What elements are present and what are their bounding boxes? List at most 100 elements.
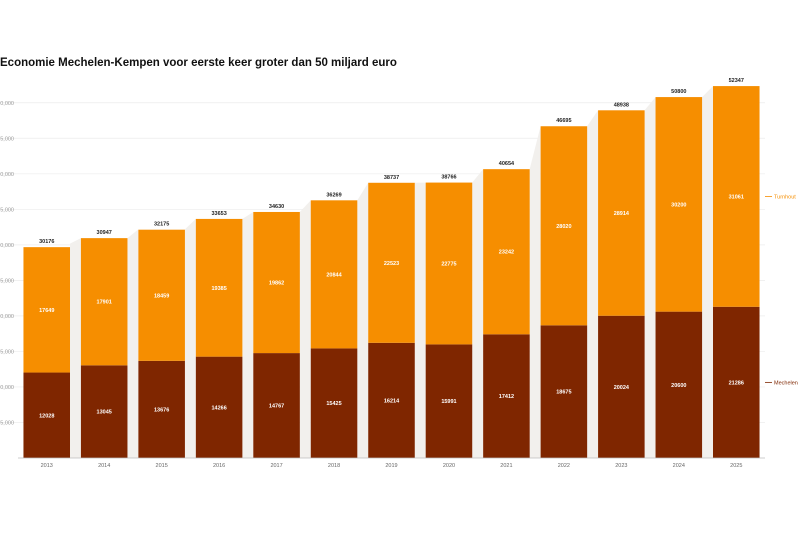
data-label-mechelen: 15991 (441, 399, 456, 405)
data-label-total: 52347 (729, 78, 744, 84)
x-tick-label: 2020 (443, 463, 455, 469)
data-label-mechelen: 16214 (384, 398, 400, 404)
bar-mechelen (655, 311, 703, 458)
bar-turnhout (540, 126, 588, 326)
chart-title: Economie Mechelen-Kempen voor eerste kee… (0, 57, 397, 69)
data-label-total: 33653 (211, 211, 226, 217)
connector-band (644, 97, 656, 458)
data-label-turnhout: 31061 (729, 194, 744, 200)
y-tick-label: 25,000 (0, 278, 14, 284)
y-tick-label: 30,000 (0, 243, 14, 249)
connector-band (587, 110, 599, 458)
data-label-mechelen: 14266 (211, 405, 226, 411)
data-label-turnhout: 19385 (211, 286, 226, 292)
x-axis-ticks: 2013 2014 2015 2016 2017 2018 2019 2020 2021 2022… (41, 463, 743, 469)
bars (23, 86, 760, 458)
data-label-mechelen: 21286 (729, 380, 744, 386)
connector-band (127, 229, 139, 458)
y-tick-label: 50,000 (0, 101, 14, 107)
legend: Mechelen Turnhout (765, 194, 798, 386)
data-label-turnhout: 22775 (441, 261, 456, 267)
x-tick-label: 2014 (98, 463, 110, 469)
y-tick-label: 40,000 (0, 172, 14, 178)
bar-turnhout (138, 229, 185, 361)
data-label-mechelen: 13045 (97, 410, 112, 416)
bar-turnhout (425, 182, 473, 345)
x-tick-label: 2025 (730, 463, 742, 469)
data-label-total: 38737 (384, 175, 399, 181)
data-label-total: 46695 (556, 118, 571, 124)
bar-mechelen (310, 348, 358, 458)
bar-mechelen (138, 360, 185, 458)
bar-turnhout (368, 182, 415, 343)
data-label-total: 36269 (326, 192, 341, 198)
data-label-turnhout: 19862 (269, 281, 284, 287)
data-label-turnhout: 22523 (384, 261, 399, 267)
x-tick-label: 2024 (673, 463, 685, 469)
legend-label: Turnhout (774, 194, 796, 200)
bar-turnhout (655, 97, 703, 312)
data-label-total: 30947 (97, 230, 112, 236)
data-label-mechelen: 13676 (154, 407, 169, 413)
data-labels: 12028 17649 30176 13045 17901 30947 13676 18459… (39, 78, 744, 419)
y-tick-label: 35,000 (0, 207, 14, 213)
x-tick-label: 2021 (500, 463, 512, 469)
data-label-mechelen: 17412 (499, 394, 514, 400)
x-tick-label: 2016 (213, 463, 225, 469)
bar-turnhout (712, 86, 760, 307)
y-tick-label: 5,000 (0, 420, 14, 426)
data-label-total: 40654 (499, 161, 515, 167)
y-tick-label: 20,000 (0, 314, 14, 320)
data-label-mechelen: 20024 (614, 385, 630, 391)
x-tick-label: 2013 (41, 463, 53, 469)
data-label-turnhout: 17901 (97, 300, 112, 306)
bar-mechelen (598, 315, 645, 458)
y-tick-label: 15,000 (0, 349, 14, 355)
connector-band (299, 200, 311, 458)
bar-mechelen (425, 344, 473, 458)
connector-band (472, 169, 484, 458)
data-label-turnhout: 18459 (154, 293, 169, 299)
connector-band (529, 126, 541, 459)
data-label-mechelen: 15425 (326, 401, 341, 407)
connector-band (702, 86, 713, 458)
bar-turnhout (23, 247, 71, 373)
x-tick-label: 2022 (558, 463, 570, 469)
data-label-total: 34630 (269, 204, 284, 210)
x-tick-label: 2019 (385, 463, 397, 469)
data-label-total: 32175 (154, 222, 169, 228)
data-label-mechelen: 12028 (39, 413, 54, 419)
bar-turnhout (80, 238, 128, 366)
connector-bands (70, 86, 713, 459)
x-tick-label: 2017 (270, 463, 282, 469)
x-tick-label: 2015 (156, 463, 168, 469)
bar-mechelen (80, 365, 128, 458)
data-label-turnhout: 20844 (326, 272, 342, 278)
connector-band (357, 182, 369, 458)
connector-band (70, 238, 81, 458)
bar-turnhout (253, 211, 300, 354)
data-label-total: 50800 (671, 89, 686, 95)
bar-turnhout (195, 218, 243, 357)
data-label-turnhout: 23242 (499, 250, 514, 256)
connector-band (242, 211, 254, 458)
data-label-total: 30176 (39, 239, 54, 245)
bar-mechelen (253, 353, 300, 458)
bar-mechelen (712, 306, 760, 458)
data-label-turnhout: 17649 (39, 308, 54, 314)
data-label-turnhout: 28914 (614, 211, 630, 217)
legend-label: Mechelen (774, 380, 798, 386)
y-axis-ticks: 5,000 10,000 15,000 20,000 25,000 30,000 35,00… (0, 101, 14, 427)
y-tick-label: 10,000 (0, 385, 14, 391)
x-tick-label: 2023 (615, 463, 627, 469)
bar-turnhout (310, 200, 358, 349)
data-label-mechelen: 14767 (269, 404, 284, 410)
bar-mechelen (368, 342, 415, 458)
data-label-total: 48938 (614, 102, 629, 108)
data-label-total: 38766 (441, 175, 456, 181)
data-label-mechelen: 20600 (671, 383, 686, 389)
connector-band (414, 182, 426, 459)
data-label-turnhout: 28020 (556, 224, 571, 230)
data-label-mechelen: 18675 (556, 390, 571, 396)
